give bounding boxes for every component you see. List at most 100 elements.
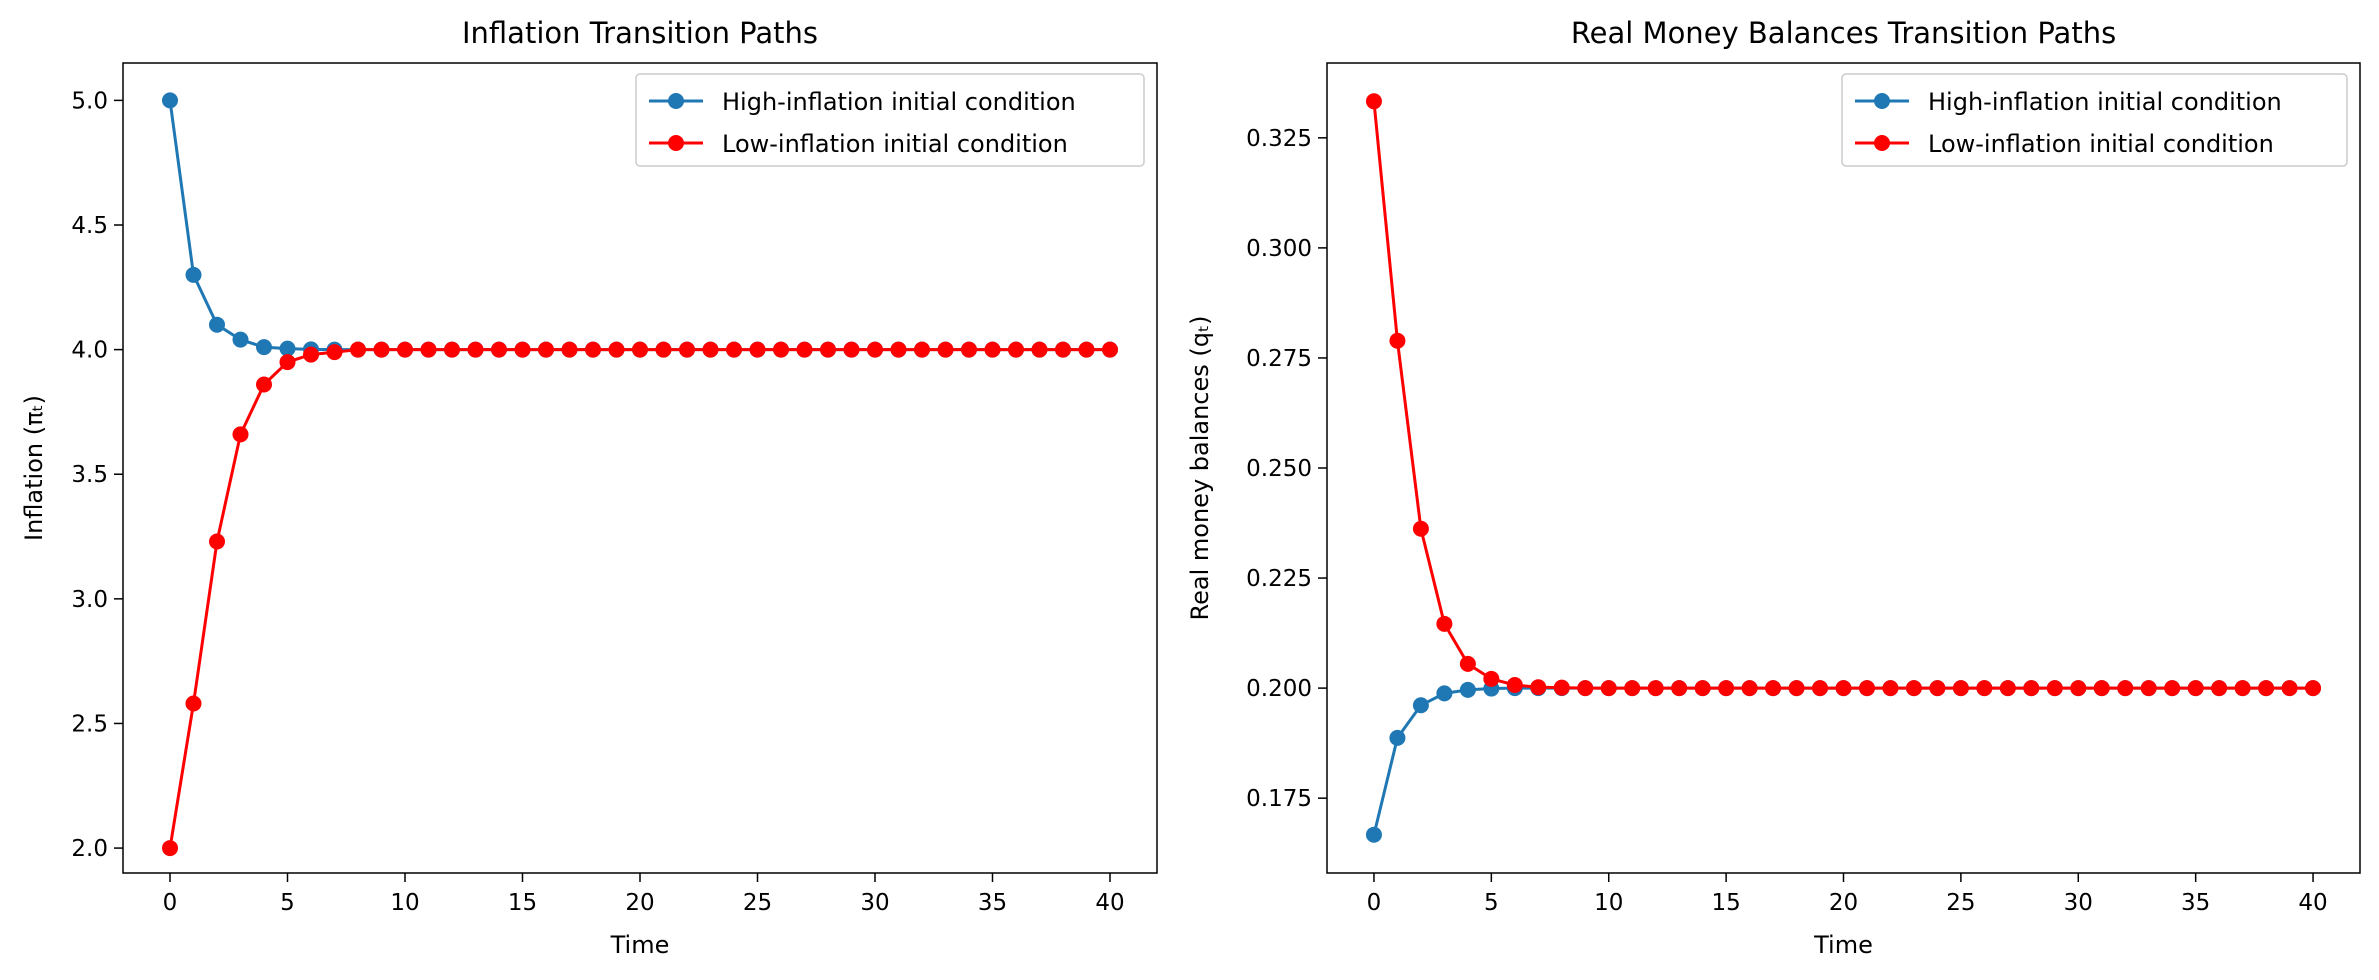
money-data-point-low [1412,520,1429,537]
inflation-data-point-low [608,341,625,358]
money-chart-title: Real Money Balances Transition Paths [1571,16,2116,50]
inflation-data-point-low [679,341,695,358]
inflation-legend-label-high: High-inflation initial condition [722,88,1076,116]
money-x-tick-label: 35 [2181,890,2210,916]
inflation-data-point-low [655,341,672,358]
inflation-data-point-low [914,341,930,358]
inflation-legend-entry-high: High-inflation initial condition [649,88,1076,116]
inflation-x-tick-label: 25 [743,890,772,916]
money-x-tick-label: 20 [1829,890,1858,916]
money-data-point-low [2046,680,2063,697]
inflation-data-point-high [209,316,225,333]
inflation-x-tick-label: 35 [978,890,1007,916]
money-data-point-low [1459,655,1476,672]
money-x-tick-label: 30 [2064,890,2093,916]
money-data-point-low [1952,680,1969,697]
inflation-x-tick-label: 20 [625,890,654,916]
inflation-data-point-low [796,341,813,358]
money-data-point-low [2164,680,2181,697]
money-data-point-low [1718,680,1735,697]
inflation-data-point-low [867,341,883,358]
money-y-tick-label: 0.175 [1246,786,1312,812]
inflation-y-axis-label: Inflation (πₜ) [20,395,48,541]
money-data-point-low [1882,680,1899,697]
inflation-chart-title: Inflation Transition Paths [462,16,818,50]
money-data-point-low [1389,332,1406,349]
inflation-data-point-low [514,341,531,358]
money-balances-chart: Real Money Balances Transition Paths Tim… [1186,16,2361,959]
money-y-tick-label: 0.250 [1246,456,1312,482]
inflation-legend: High-inflation initial condition Low-inf… [635,73,1145,167]
money-data-point-low [2023,680,2040,697]
money-data-point-low [2117,680,2134,697]
inflation-data-point-low [162,840,178,857]
money-legend-marker-low [1874,135,1890,151]
inflation-data-point-low [1055,341,1071,358]
inflation-x-tick-label: 5 [280,890,295,916]
inflation-y-tick-label: 4.0 [71,338,108,364]
inflation-axis-ticks: 0 5 10 15 20 25 30 35 40 2.0 2.5 3.0 3.5 4.0 4.5 5.0 [71,88,1124,916]
inflation-data-point-low [350,341,366,358]
money-data-point-low [1741,680,1758,697]
money-data-point-low [1858,680,1875,697]
money-x-tick-label: 40 [2298,890,2327,916]
inflation-legend-marker-high [668,93,684,109]
money-data-point-low [2070,680,2087,697]
money-x-tick-label: 15 [1711,890,1740,916]
inflation-data-point-low [1008,341,1024,358]
inflation-data-point-low [185,695,202,712]
money-data-point-low [1506,677,1523,694]
money-axis-ticks: 0 5 10 15 20 25 30 35 40 0.175 0.200 0.225 0.250 0.27… [1246,126,2328,916]
money-data-point-low [1929,680,1946,697]
inflation-data-point-low [1102,341,1118,358]
inflation-y-tick-label: 3.5 [71,462,108,488]
money-data-point-low [1812,680,1829,697]
money-plot-frame [1326,62,2361,874]
money-data-point-low [1788,680,1805,697]
money-data-point-low [2281,680,2298,697]
money-data-point-low [1436,615,1453,632]
money-data-point-low [2258,680,2275,697]
inflation-x-tick-label: 10 [390,890,419,916]
inflation-data-point-low [749,341,766,358]
inflation-data-point-low [397,341,413,358]
inflation-x-tick-label: 15 [508,890,537,916]
money-legend-marker-high [1874,93,1890,109]
inflation-data-point-high [232,331,249,348]
inflation-data-point-low [937,341,954,358]
money-data-point-low [1553,679,1570,696]
money-legend-entry-low: Low-inflation initial condition [1855,130,2274,158]
inflation-y-tick-label: 2.5 [71,711,108,737]
inflation-data-point-high [185,266,202,283]
inflation-data-point-low [444,341,460,358]
inflation-data-point-low [702,341,719,358]
money-x-tick-label: 10 [1594,890,1623,916]
inflation-data-point-low [420,341,437,358]
inflation-legend-label-low: Low-inflation initial condition [722,130,1068,158]
inflation-x-tick-label: 0 [163,890,178,916]
inflation-data-point-high [256,339,272,356]
money-legend: High-inflation initial condition Low-inf… [1841,73,2348,167]
inflation-data-point-low [232,426,249,443]
money-data-point-low [1694,680,1711,697]
inflation-data-point-low [961,341,977,358]
inflation-data-point-low [373,341,390,358]
money-data-point-low [2234,680,2251,697]
money-legend-entry-high: High-inflation initial condition [1855,88,2282,116]
money-data-point-low [1835,680,1852,697]
money-legend-label-low: Low-inflation initial condition [1928,130,2274,158]
inflation-data-point-low [773,341,789,358]
money-data-point-low [1365,93,1382,110]
money-data-point-high [1412,697,1429,714]
inflation-data-point-low [726,341,742,358]
inflation-data-point-low [561,341,578,358]
inflation-data-point-low [303,346,319,363]
money-y-tick-label: 0.275 [1246,346,1312,372]
money-data-point-high [1436,685,1453,702]
inflation-data-point-low [538,341,554,358]
inflation-data-point-low [209,533,225,550]
inflation-data-point-low [585,341,601,358]
money-data-point-low [1600,680,1617,697]
money-y-tick-label: 0.225 [1246,566,1312,592]
